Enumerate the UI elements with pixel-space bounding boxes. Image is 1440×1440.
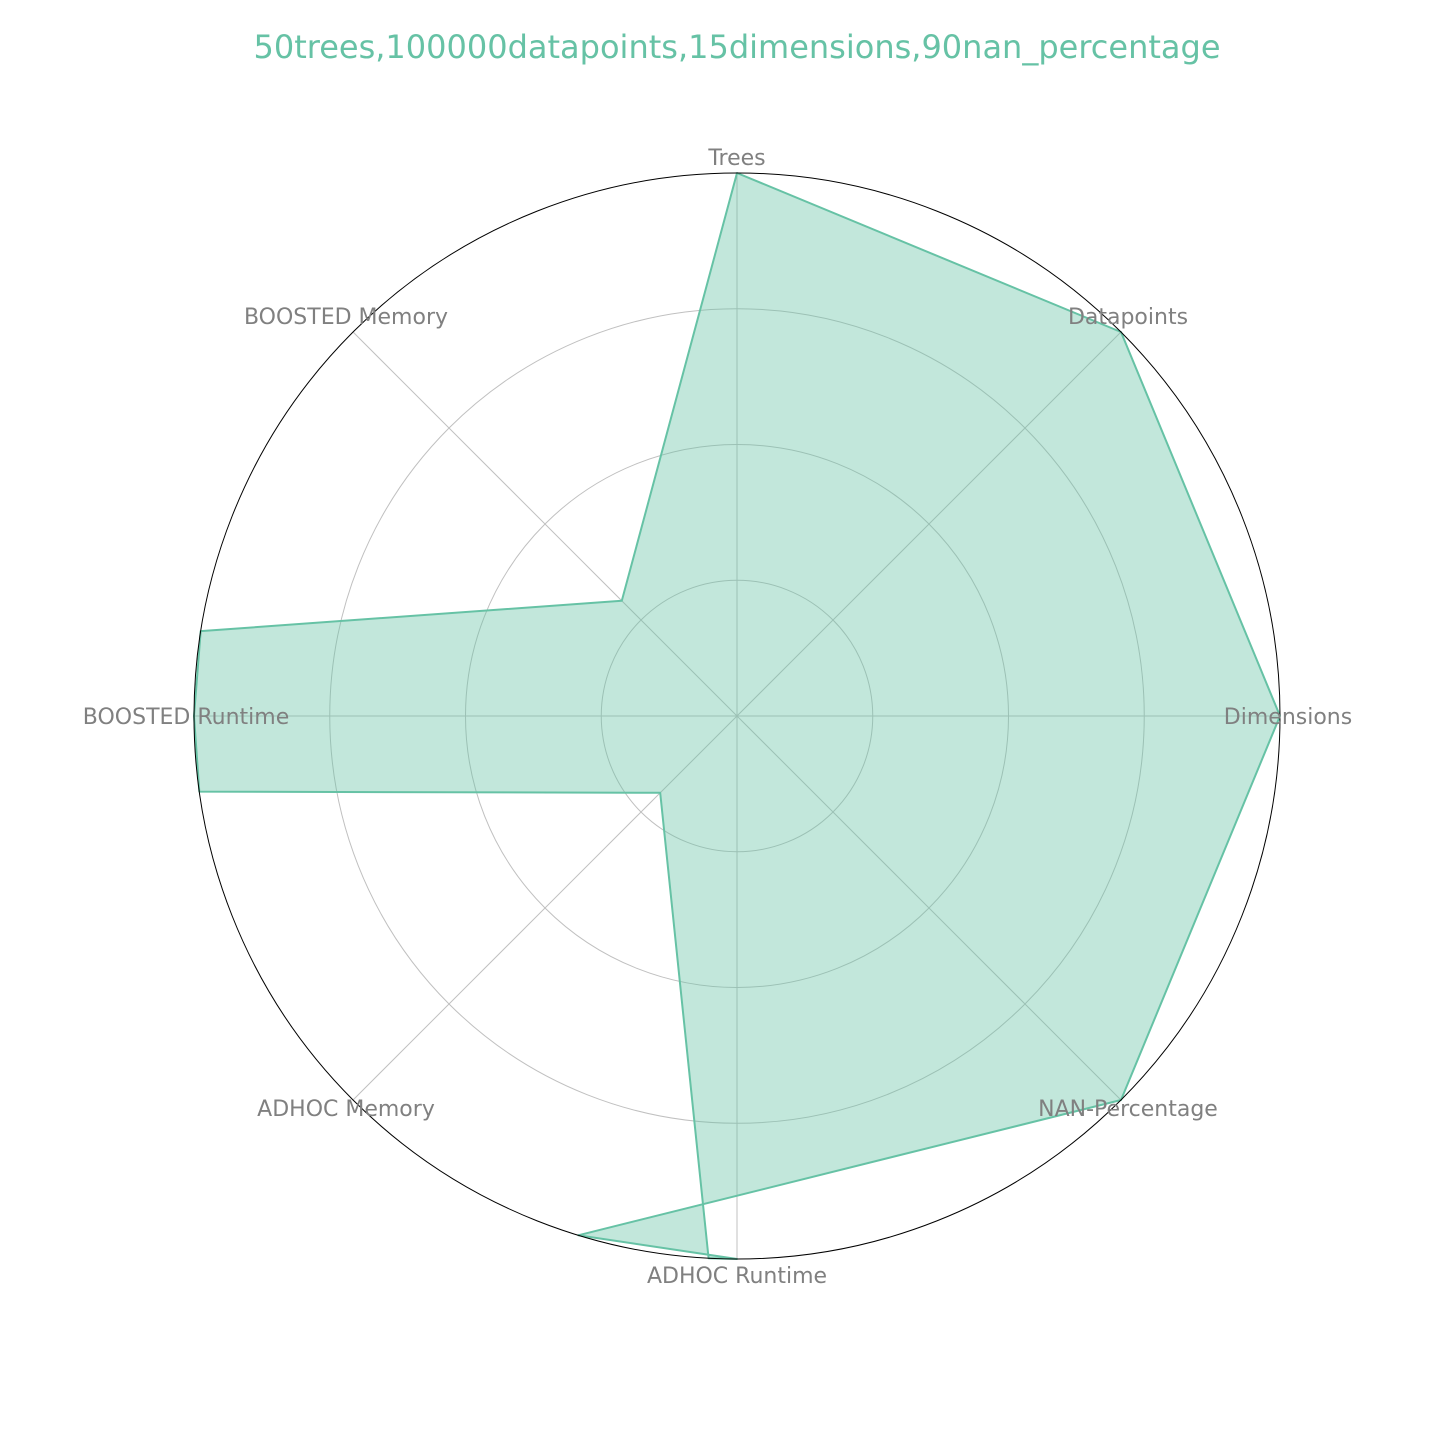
grid-spoke [736,331,1122,717]
outer-ring [193,172,1281,1260]
axis-label-adhoc-runtime: ADHOC Runtime [647,1264,827,1289]
axis-label-datapoints: Datapoints [1068,305,1188,330]
axis-label-nan-percentage: NAN-Percentage [1038,1097,1218,1122]
radar-series [193,172,1281,1260]
radar-grid [194,173,1280,1259]
axis-label-boosted-runtime: BOOSTED Runtime [83,705,289,730]
axis-label-adhoc-memory: ADHOC Memory [257,1097,435,1122]
axis-label-trees: Trees [707,146,765,171]
axis-label-dimensions: Dimensions [1224,705,1352,730]
grid-spoke [352,715,738,1101]
grid-spoke [736,715,1122,1101]
grid-spoke [352,331,738,717]
axis-labels: Trees Datapoints Dimensions NAN-Percentage A… [83,146,1352,1289]
axis-label-boosted-memory: BOOSTED Memory [244,305,448,330]
chart-title: 50trees,100000datapoints,15dimensions,90… [253,28,1220,66]
